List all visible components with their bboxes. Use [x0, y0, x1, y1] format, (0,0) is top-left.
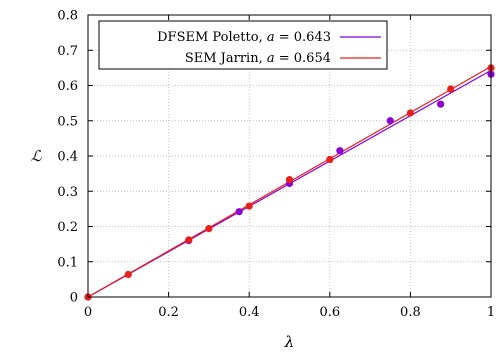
- legend-entry-variable: a: [267, 51, 275, 66]
- x-tick-label: 0: [84, 305, 92, 320]
- data-point-series-1: [285, 176, 294, 184]
- y-tick-label: 0.8: [57, 9, 78, 24]
- data-point-series-0: [336, 147, 344, 155]
- y-tick-label: 0.4: [57, 150, 78, 165]
- x-tick-label: 0.8: [400, 305, 421, 320]
- x-axis-label: λ: [284, 333, 295, 351]
- x-tick-label: 1: [487, 305, 495, 320]
- axis-ticks: 0 0.2 0.4 0.6 0.8 1 0 0.1 0.2 0.3 0.4 0.5 0.6 0.7 0.8: [57, 9, 495, 321]
- data-point-series-1: [205, 225, 213, 233]
- data-point-series-1: [447, 85, 455, 93]
- data-point-series-1: [124, 270, 132, 279]
- y-tick-label: 0.6: [57, 79, 78, 94]
- data-point-series-0: [235, 208, 243, 216]
- x-tick-label: 0.2: [158, 305, 179, 320]
- y-axis-label: ℒ: [31, 147, 43, 165]
- data-point-series-1: [326, 155, 334, 164]
- legend-entry-variable: a: [267, 30, 275, 45]
- data-point-series-0: [386, 117, 394, 125]
- legend-entry-value: = 0.643: [275, 30, 331, 45]
- legend: DFSEM Poletto, a = 0.643 SEM Jarrin, a =…: [98, 20, 388, 70]
- legend-entry-label: SEM Jarrin,: [185, 51, 267, 66]
- y-tick-label: 0.2: [57, 220, 78, 235]
- legend-entry-sem-jarrin: SEM Jarrin, a = 0.654: [185, 51, 331, 66]
- x-tick-label: 0.4: [239, 305, 260, 320]
- y-tick-label: 0: [70, 291, 78, 306]
- data-point-series-1: [245, 202, 253, 210]
- data-point-series-1: [406, 109, 414, 117]
- y-tick-label: 0.7: [57, 44, 78, 59]
- x-tick-label: 0.6: [319, 305, 340, 320]
- y-tick-label: 0.1: [57, 255, 78, 270]
- data-point-series-0: [437, 100, 445, 108]
- legend-box: [98, 20, 388, 70]
- data-point-series-1: [185, 236, 193, 244]
- legend-entry-value: = 0.654: [275, 51, 331, 66]
- y-tick-label: 0.5: [57, 114, 78, 129]
- legend-entry-label: DFSEM Poletto,: [157, 30, 267, 45]
- y-tick-label: 0.3: [57, 185, 78, 200]
- legend-entry-dfsem-poletto: DFSEM Poletto, a = 0.643: [157, 30, 331, 45]
